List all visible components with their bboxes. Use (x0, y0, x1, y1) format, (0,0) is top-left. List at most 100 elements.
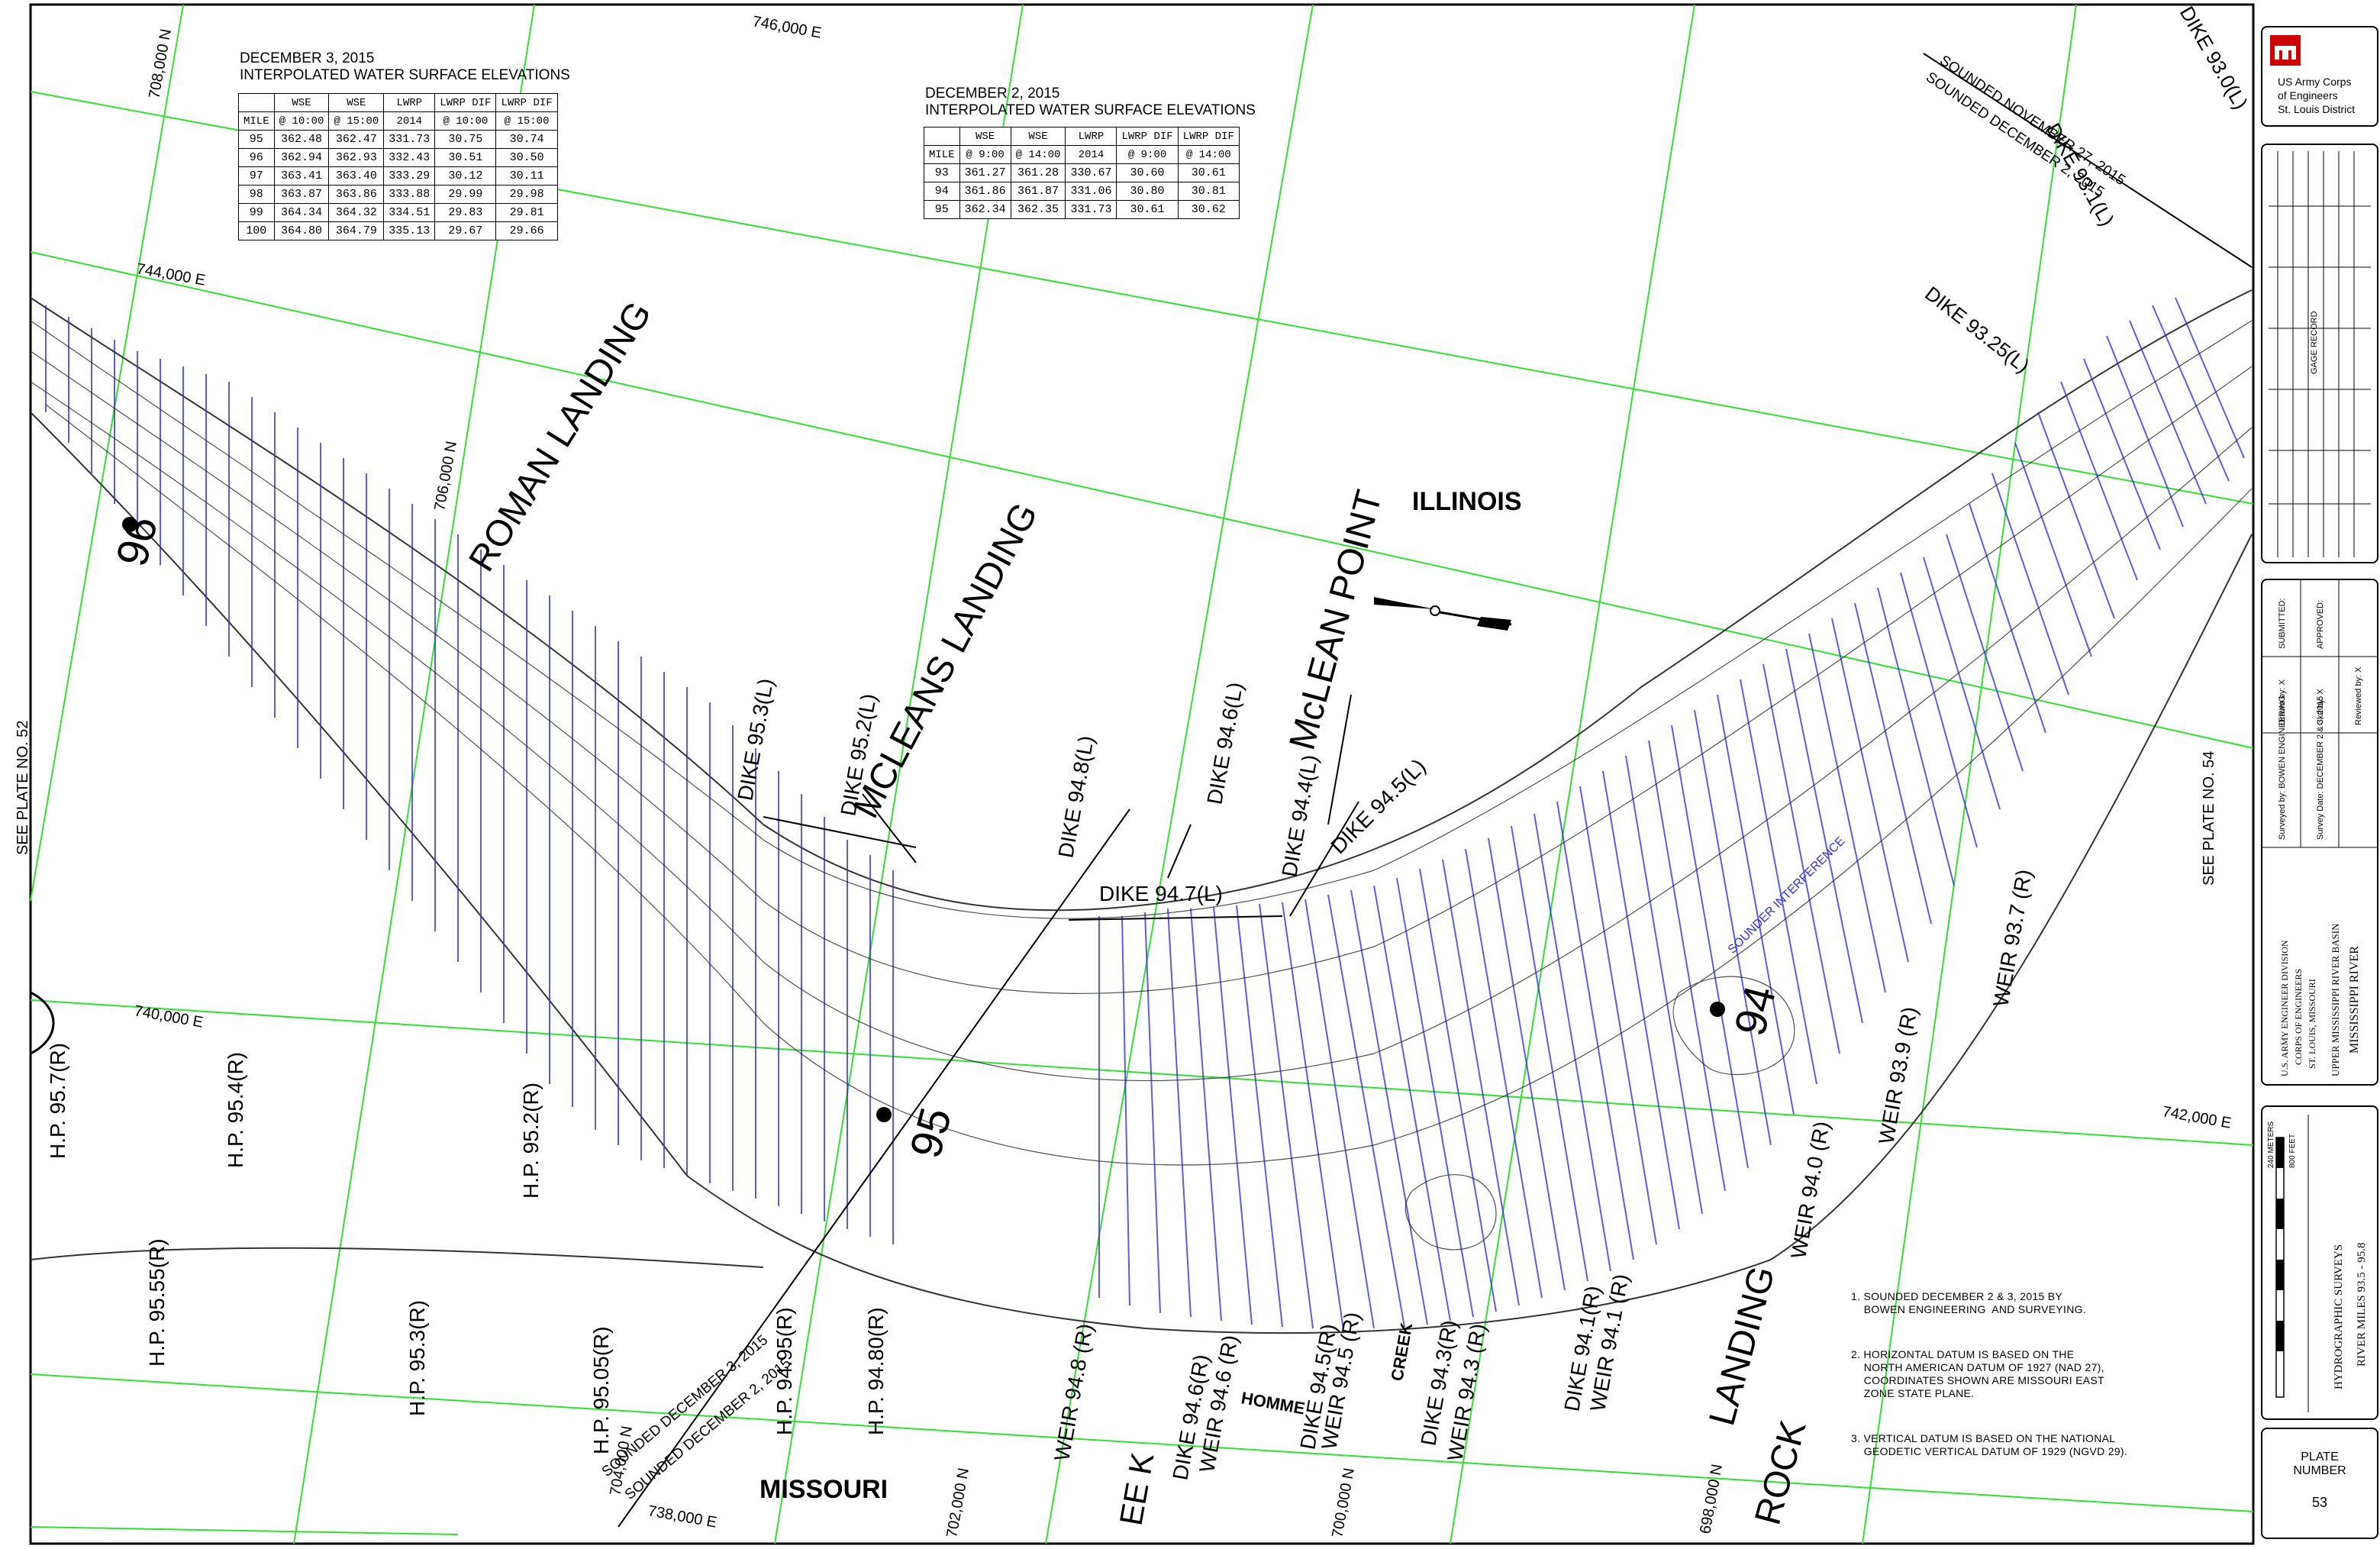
table-cell: 29.67 (434, 221, 497, 240)
division-line-3: ST. LOUIS, MISSOURI (2307, 979, 2317, 1069)
division-line-1: U.S. ARMY ENGINEER DIVISION (2279, 940, 2290, 1076)
label-sounder-interference: SOUNDER INTERFERENCE (1726, 834, 1848, 957)
label-illinois: ILLINOIS (1412, 487, 1522, 516)
table-dec2-date: DECEMBER 2, 2015 (925, 86, 1060, 102)
agency-line-1: US Army Corps (2278, 76, 2352, 88)
contour-lines (30, 320, 2253, 1250)
table-cell: 30.11 (495, 166, 558, 186)
coordinate-grid (30, 4, 2254, 1544)
label-dike-945: DIKE 94.5(L) (1326, 754, 1430, 858)
label-dike-946: DIKE 94.6(L) (1202, 680, 1247, 806)
basin-name: UPPER MISSISSIPPI RIVER BASIN (2330, 923, 2341, 1076)
table-cell: LWRP (1065, 127, 1117, 146)
table-cell: 99 (238, 203, 275, 222)
table-cell: @ 14:00 (1177, 145, 1240, 164)
table-cell: 363.40 (328, 166, 385, 186)
table-cell: 333.88 (383, 185, 436, 204)
submitted-label: SUBMITTED: (2278, 598, 2287, 649)
agency-box: US Army Corps of Engineers St. Louis Dis… (2261, 26, 2378, 127)
label-mclean-point: McLEAN POINT (1282, 486, 1390, 754)
label-hp-954: H.P. 95.4(R) (224, 1052, 247, 1168)
table-cell: 30.61 (1116, 200, 1179, 219)
table-cell: LWRP (383, 93, 436, 112)
table-cell: 332.43 (383, 148, 436, 167)
table-row: 99 364.34 364.32 334.51 29.83 29.81 (238, 203, 558, 222)
dike-lines (618, 53, 2253, 1528)
table-cell: WSE (1010, 127, 1066, 146)
plate-label-2: NUMBER (2293, 1464, 2346, 1477)
table-cell: 94 (924, 182, 960, 201)
river-miles: RIVER MILES 93.5 - 95.8 (2356, 1242, 2368, 1367)
survey-info-box: Surveyed by: BOWEN ENGINEERING Survey Da… (2261, 579, 2378, 1086)
label-dike-953: DIKE 95.3(L) (733, 676, 778, 802)
table-dec3: WSE WSE LWRP LWRP DIF LWRP DIF MILE @ 10:00 @ 1… (238, 93, 558, 240)
castle-logo-icon (2270, 35, 2301, 66)
table-cell: WSE (328, 93, 385, 112)
table-cell: @ 15:00 (495, 111, 558, 131)
scale-bar-icon (2275, 1115, 2309, 1412)
grid-label-708n: 708,000 N (146, 27, 175, 100)
survey-info-grid (2262, 580, 2377, 848)
label-sounded-nov27: SOUNDED NOVEMBER 27, 2015 (1937, 53, 2128, 189)
plate-label-1: PLATE (2301, 1451, 2339, 1463)
table-cell: 100 (238, 221, 275, 240)
scale-feet: 800 FEET (2288, 1133, 2297, 1168)
label-creek-k: EE K (1113, 1450, 1161, 1528)
table-dec2-title: DECEMBER 2, 2015 INTERPOLATED WATER SURF… (925, 86, 1256, 119)
table-cell: 363.87 (273, 185, 330, 204)
table-cell: 2014 (1065, 145, 1117, 164)
table-cell: 362.94 (273, 148, 330, 167)
table-cell: 363.86 (328, 185, 385, 204)
table-cell: 333.29 (383, 166, 436, 186)
grid-label-744e: 744,000 E (135, 260, 207, 289)
table-cell: 93 (924, 163, 960, 182)
sounding-limit-line (618, 808, 1130, 1528)
table-cell: @ 9:00 (959, 145, 1011, 164)
table-row: 100 364.80 364.79 335.13 29.67 29.66 (238, 221, 558, 240)
table-cell: 331.73 (1065, 200, 1117, 219)
notes-block: 1. SOUNDED DECEMBER 2 & 3, 2015 BY BOWEN… (1851, 1264, 2127, 1471)
table-dec3-subtitle: INTERPOLATED WATER SURFACE ELEVATIONS (240, 67, 570, 83)
note-3: 3. VERTICAL DATUM IS BASED ON THE NATION… (1851, 1432, 2128, 1457)
label-rock: ROCK (1747, 1416, 1814, 1529)
table-cell: LWRP DIF (434, 93, 497, 112)
label-hp-9505: H.P. 95.05(R) (589, 1326, 613, 1454)
label-hp-953: H.P. 95.3(R) (405, 1300, 429, 1416)
table-cell: 364.79 (328, 221, 385, 240)
scale-meters: 240 METERS (2267, 1121, 2275, 1168)
reviewed-by: Reviewed by: X (2354, 666, 2363, 725)
drawn-by: Drawn by: X (2278, 679, 2287, 725)
label-weir-939: WEIR 93.9 (R) (1874, 1005, 1921, 1146)
label-mile-95: 95 (901, 1102, 961, 1163)
label-hp-957: H.P. 95.7(R) (46, 1043, 69, 1159)
table-cell: 97 (238, 166, 275, 186)
table-cell: 330.67 (1065, 163, 1117, 182)
table-row: 95 362.48 362.47 331.73 30.75 30.74 (238, 130, 558, 149)
table-cell: LWRP DIF (1177, 127, 1240, 146)
label-weir-937: WEIR 93.7 (R) (1988, 867, 2036, 1008)
grid-label-742e: 742,000 E (2161, 1103, 2233, 1132)
label-mcleans-landing: MCLEANS LANDING (846, 496, 1046, 825)
table-cell: 95 (238, 130, 275, 149)
label-dike-947: DIKE 94.7(L) (1099, 882, 1223, 905)
table-cell: LWRP DIF (495, 93, 558, 112)
table-cell (238, 93, 275, 112)
table-cell: 364.34 (273, 203, 330, 222)
table-cell: 29.83 (434, 203, 497, 222)
table-row: 98 363.87 363.86 333.88 29.99 29.98 (238, 185, 558, 204)
table-cell: 362.34 (959, 200, 1011, 219)
grid-label-738e: 738,000 E (647, 1502, 718, 1531)
table-row: MILE @ 9:00 @ 14:00 2014 @ 9:00 @ 14:00 (924, 145, 1240, 164)
table-cell: 30.81 (1177, 182, 1240, 201)
table-cell: 30.51 (434, 148, 497, 167)
label-homme: HOMME (1240, 1388, 1306, 1418)
note-2: 2. HORIZONTAL DATUM IS BASED ON THE NORT… (1851, 1348, 2104, 1399)
label-dike-948: DIKE 94.8(L) (1053, 734, 1098, 860)
plate-number: 53 (2311, 1495, 2328, 1510)
table-cell: WSE (959, 127, 1011, 146)
table-cell: @ 15:00 (328, 111, 385, 131)
table-cell: @ 10:00 (273, 111, 330, 131)
table-cell: 30.74 (495, 130, 558, 149)
table-dec3-date: DECEMBER 3, 2015 (240, 50, 375, 66)
